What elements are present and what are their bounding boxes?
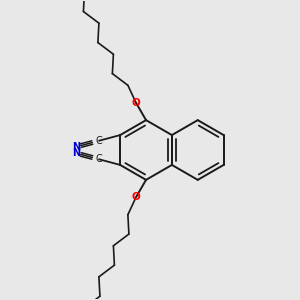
Text: N: N [72, 148, 80, 158]
Text: C: C [96, 136, 102, 146]
Text: N: N [72, 142, 80, 152]
Text: C: C [96, 154, 102, 164]
Text: O: O [132, 192, 140, 202]
Text: O: O [132, 98, 140, 108]
